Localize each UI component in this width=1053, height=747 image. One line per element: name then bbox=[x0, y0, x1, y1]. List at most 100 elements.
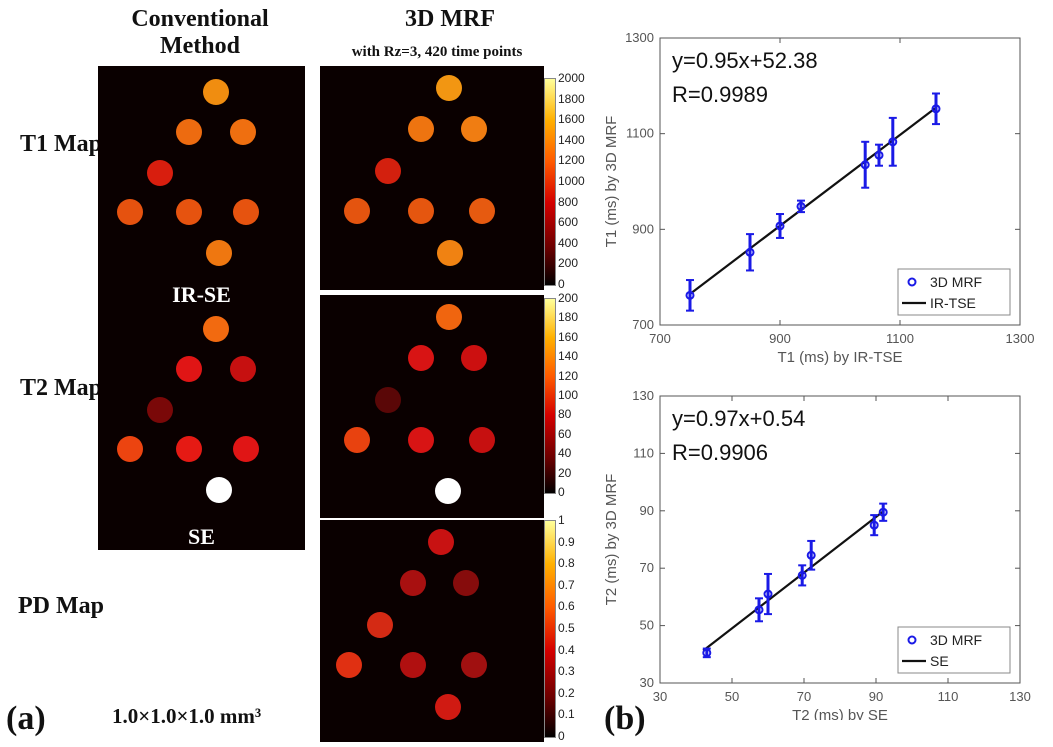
pd-mrf-vial-3 bbox=[453, 570, 479, 596]
panel-label-a: (a) bbox=[6, 700, 46, 737]
colorbar-tick-label: 0.8 bbox=[558, 556, 575, 571]
t2-conv-vial-3 bbox=[230, 356, 256, 382]
header-3d-mrf-subtitle: with Rz=3, 420 time points bbox=[351, 44, 523, 60]
t2-mrf-vial-4 bbox=[375, 387, 401, 413]
data-point-5 bbox=[806, 550, 816, 560]
colorbar-tick-label: 200 bbox=[558, 256, 579, 271]
t2-mrf-map bbox=[320, 295, 544, 518]
colorbar-tick-label: 400 bbox=[558, 235, 579, 250]
t1-conv-vial-3 bbox=[230, 119, 256, 145]
t1-mrf-vial-3 bbox=[461, 116, 487, 142]
x-tick-label: 1100 bbox=[886, 331, 914, 346]
t1-mrf-vial-5 bbox=[344, 198, 370, 224]
legend-label-2: SE bbox=[930, 653, 949, 669]
colorbar-tick-label: 80 bbox=[558, 407, 572, 422]
data-point-1 bbox=[685, 290, 695, 300]
data-point-3 bbox=[763, 589, 773, 599]
colorbar-tick-label: 0 bbox=[558, 485, 565, 499]
pd-mrf-vial-8 bbox=[435, 694, 461, 720]
legend-marker bbox=[907, 635, 917, 645]
x-tick-label: 90 bbox=[869, 689, 883, 704]
t1-conv-vial-8 bbox=[206, 240, 232, 266]
colorbar-tick-label: 20 bbox=[558, 465, 572, 480]
colorbar-tick-label: 0 bbox=[558, 729, 565, 743]
x-axis-label: T1 (ms) by IR-TSE bbox=[777, 349, 902, 366]
colorbar-tick-label: 1 bbox=[558, 513, 565, 527]
t1-mrf-vial-6 bbox=[408, 198, 434, 224]
colorbar-tick-label: 0.2 bbox=[558, 685, 575, 700]
t1-conv-vial-4 bbox=[147, 160, 173, 186]
y-tick-label: 30 bbox=[640, 675, 654, 690]
colorbar-tick-label: 140 bbox=[558, 349, 579, 364]
t2-mrf-vial-3 bbox=[461, 345, 487, 371]
y-tick-label: 900 bbox=[632, 221, 654, 236]
t1-conv-vial-1 bbox=[203, 79, 229, 105]
data-point-3 bbox=[775, 221, 785, 231]
data-point-5 bbox=[860, 160, 870, 170]
y-axis-label: T2 (ms) by 3D MRF bbox=[603, 474, 620, 606]
x-axis-label: T2 (ms) by SE bbox=[792, 707, 888, 720]
x-tick-label: 1300 bbox=[1006, 331, 1035, 346]
panel-label-b: (b) bbox=[604, 700, 646, 737]
t2-conventional-map: SE bbox=[98, 310, 305, 550]
data-point-7 bbox=[878, 507, 888, 517]
t2-conv-vial-7 bbox=[233, 436, 259, 462]
colorbar-tick-label: 0.3 bbox=[558, 664, 575, 679]
x-tick-label: 70 bbox=[797, 689, 811, 704]
colorbar-tick-label: 0.7 bbox=[558, 577, 575, 592]
colorbar-tick-label: 0.6 bbox=[558, 599, 575, 614]
fit-line bbox=[702, 510, 884, 652]
t2-conv-vial-8 bbox=[206, 477, 232, 503]
header-3d-mrf: 3D MRF bbox=[405, 6, 495, 32]
t2-colorbar bbox=[544, 298, 556, 494]
legend-box bbox=[897, 268, 1011, 316]
colorbar-tick-label: 100 bbox=[558, 388, 579, 402]
fit-equation: y=0.95x+52.38 bbox=[672, 48, 818, 73]
row-label-t1: T1 Map bbox=[19, 131, 102, 157]
t1-conv-vial-6 bbox=[176, 199, 202, 225]
t1-scatter-chart: 700 900 1100 1300 700 900 1100 1300 T1 (ms) by I… bbox=[603, 30, 1035, 366]
legend-label-1: 3D MRF bbox=[930, 274, 982, 290]
x-tick-label: 30 bbox=[653, 689, 667, 704]
data-point-7 bbox=[888, 137, 898, 147]
colorbar-tick-label: 200 bbox=[558, 291, 579, 305]
t2-mrf-vial-1 bbox=[436, 304, 462, 330]
data-point-1 bbox=[702, 648, 712, 658]
fit-equation: y=0.97x+0.54 bbox=[672, 406, 805, 431]
y-axis-label: T1 (ms) by 3D MRF bbox=[603, 116, 620, 248]
colorbar-tick-label: 0.1 bbox=[558, 707, 575, 722]
colorbar-tick-label: 600 bbox=[558, 215, 579, 230]
colorbar-tick-label: 800 bbox=[558, 194, 579, 209]
pd-mrf-vial-4 bbox=[367, 612, 393, 638]
colorbar-tick-label: 60 bbox=[558, 426, 572, 441]
t1-mrf-vial-1 bbox=[436, 75, 462, 101]
t1-conv-vial-2 bbox=[176, 119, 202, 145]
colorbar-tick-label: 180 bbox=[558, 310, 579, 325]
colorbar-tick-label: 2000 bbox=[558, 71, 585, 85]
t2-mrf-vial-8 bbox=[435, 478, 461, 504]
colorbar-tick-label: 120 bbox=[558, 368, 579, 383]
t1-colorbar-labels: 2000 1800 1600 1400 1200 1000 800 600 400 200 0 bbox=[558, 72, 598, 292]
colorbar-tick-label: 160 bbox=[558, 329, 579, 344]
colorbar-tick-label: 1600 bbox=[558, 112, 585, 127]
t2-mrf-vial-2 bbox=[408, 345, 434, 371]
pd-mrf-vial-7 bbox=[461, 652, 487, 678]
t2-mrf-vial-7 bbox=[469, 427, 495, 453]
correlation-r: R=0.9906 bbox=[672, 440, 768, 465]
colorbar-tick-label: 1200 bbox=[558, 153, 585, 168]
t1-conv-vial-5 bbox=[117, 199, 143, 225]
pd-mrf-vial-1 bbox=[428, 529, 454, 555]
data-point-4 bbox=[797, 570, 807, 580]
t2-mrf-vial-6 bbox=[408, 427, 434, 453]
y-tick-label: 700 bbox=[632, 317, 654, 332]
legend-marker bbox=[907, 277, 917, 287]
t1-colorbar bbox=[544, 78, 556, 286]
x-tick-label: 130 bbox=[1009, 689, 1031, 704]
colorbar-tick-label: 40 bbox=[558, 446, 572, 461]
pd-colorbar bbox=[544, 520, 556, 738]
colorbar-tick-label: 0 bbox=[558, 277, 565, 291]
y-tick-label: 1100 bbox=[626, 126, 654, 141]
data-point-8 bbox=[931, 104, 941, 114]
correlation-r: R=0.9989 bbox=[672, 82, 768, 107]
t2-mrf-vial-5 bbox=[344, 427, 370, 453]
